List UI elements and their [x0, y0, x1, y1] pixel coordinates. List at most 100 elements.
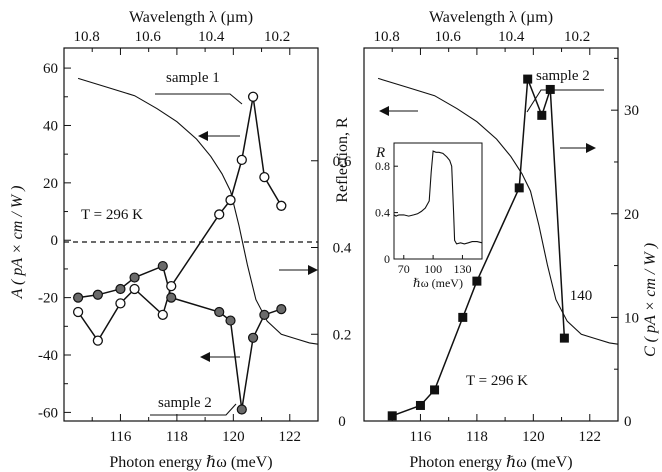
sample-2-point	[559, 333, 569, 343]
sample-2-point	[166, 292, 177, 303]
sample-1-point	[214, 209, 225, 220]
sample-2-point	[514, 183, 524, 193]
sample-1-point	[157, 309, 168, 320]
x-tick-label: 120	[222, 429, 245, 445]
y2-tick-label: 0	[338, 414, 346, 430]
left-y-axis-label: A ( pA × cm / W )	[9, 186, 26, 300]
sample-1-point	[259, 171, 270, 183]
right-temperature-label: T = 296 K	[466, 373, 528, 389]
sample-2-point	[247, 332, 259, 343]
sample-1-point	[225, 194, 236, 206]
sample-2-point	[276, 304, 287, 315]
reflection-line	[77, 77, 319, 345]
right-arrow-icon	[560, 143, 596, 153]
inset-x-tick-label: 70	[398, 262, 410, 276]
y-tick-label: 30	[624, 103, 639, 119]
right-140-label: 140	[570, 288, 593, 304]
sample-2-point	[387, 411, 397, 421]
sample-1-point	[72, 306, 84, 318]
left-markers	[72, 91, 287, 415]
sample-1-point	[129, 283, 140, 295]
x-tick-label: 116	[109, 429, 131, 445]
sample-2-point	[73, 292, 84, 303]
sample-2-point	[458, 312, 468, 322]
y-tick-label: 60	[43, 61, 58, 77]
sample-2-point	[430, 385, 440, 395]
right-plot-frame	[363, 47, 619, 422]
right-panel: 116 118 120 122 10.8 10.6 10.4 10.2 0 10 20 30 Wave…	[363, 9, 659, 471]
left-temperature-label: T = 296 K	[81, 207, 143, 223]
y-tick-label: -40	[38, 348, 58, 364]
sample-2-point	[545, 84, 555, 94]
sample-1-line	[77, 96, 282, 343]
x2-tick-label: 10.2	[564, 29, 590, 45]
inset-x-label: ℏω (meV)	[413, 276, 463, 290]
sample-2-point	[415, 400, 425, 410]
x-tick-label: 118	[166, 429, 188, 445]
y-tick-label: 20	[624, 207, 639, 223]
x2-tick-label: 10.6	[135, 29, 162, 45]
y-tick-label: 10	[624, 310, 639, 326]
inset-frame	[393, 142, 483, 260]
sample-1-point	[276, 200, 287, 211]
y2-tick-label: 0.6	[333, 154, 352, 170]
y-tick-label: 0	[51, 233, 59, 249]
y2-tick-label: 0.2	[333, 327, 352, 343]
left-arrow-icon	[200, 352, 240, 362]
inset-x-tick-label: 100	[424, 262, 442, 276]
inset-y-label: R	[375, 145, 385, 161]
right-y-axis-label: C ( pA × cm / W )	[642, 243, 659, 357]
right-bottom-axis-label: Photon energy ℏω (meV)	[409, 454, 572, 471]
y-tick-label: 40	[43, 118, 58, 134]
x-tick-label: 116	[409, 429, 431, 445]
right-curves	[377, 77, 619, 417]
y-tick-label: -20	[38, 291, 58, 307]
left-sample2-label: sample 2	[158, 395, 212, 411]
right-sample2-leader	[526, 89, 604, 113]
sample-2-point	[472, 276, 482, 286]
sample-2-point	[236, 404, 247, 415]
sample-1-point	[92, 335, 104, 346]
sample-1-point	[166, 280, 177, 292]
left-arrow-icon	[198, 131, 240, 141]
left-plot-frame	[63, 47, 319, 422]
sample-2-line	[391, 78, 566, 417]
inset-ticks: 70 100 130 0 0.4 0.8	[375, 159, 471, 276]
left-top-axis-label: Wavelength λ (µm)	[129, 9, 253, 26]
y-tick-label: 20	[43, 176, 58, 192]
right-markers	[387, 74, 569, 421]
left-sample2-leader	[150, 403, 237, 416]
right-top-axis-label: Wavelength λ (µm)	[429, 9, 553, 26]
inset: 70 100 130 0 0.4 0.8 R ℏω (meV)	[375, 142, 483, 290]
x-tick-label: 118	[466, 429, 488, 445]
inset-curve	[393, 150, 483, 245]
y-tick-label: -60	[38, 405, 58, 421]
left-sample1-leader	[155, 93, 243, 105]
left-ticks: 116 118 120 122 10.8 10.6 10.4 10.2 60 40 20 0 -20 -4…	[38, 29, 352, 445]
x-tick-label: 122	[279, 429, 302, 445]
x2-tick-label: 10.4	[498, 29, 525, 45]
left-sample1-label: sample 1	[166, 70, 220, 86]
left-bottom-axis-label: Photon energy ℏω (meV)	[109, 454, 272, 471]
y2-tick-label: 0.4	[333, 241, 352, 257]
inset-reflection-line	[393, 150, 483, 245]
left-panel: 116 118 120 122 10.8 10.6 10.4 10.2 60 40 20 0 -20 -4…	[9, 9, 352, 471]
x2-tick-label: 10.8	[373, 29, 399, 45]
x-tick-label: 122	[579, 429, 602, 445]
sample-2-point	[214, 306, 225, 318]
sample-1-point	[236, 154, 247, 166]
left-right-axis-label: Reflection, R	[334, 117, 351, 203]
sample-1-point	[247, 91, 259, 102]
sample-2-point	[259, 309, 270, 320]
reflection-line	[377, 77, 619, 345]
sample-2-point	[115, 283, 126, 295]
right-arrow-icon	[279, 265, 318, 275]
left-curves	[77, 77, 319, 410]
inset-x-tick-label: 130	[453, 262, 471, 276]
inset-y-tick-label: 0.8	[375, 159, 390, 173]
right-sample2-label: sample 2	[536, 68, 590, 84]
sample-2-point	[225, 315, 236, 326]
x2-tick-label: 10.6	[435, 29, 462, 45]
x-tick-label: 120	[522, 429, 545, 445]
